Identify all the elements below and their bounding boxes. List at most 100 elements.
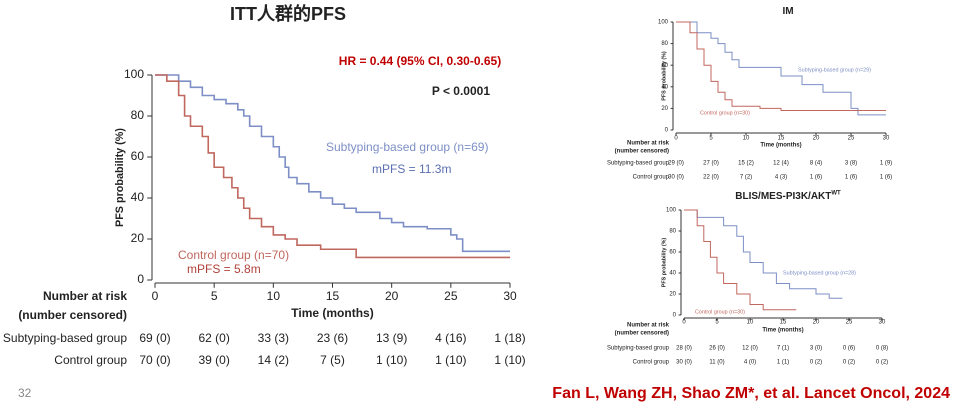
risk-value: 12 (0) [742, 346, 758, 352]
x-tick-label: 0 [152, 289, 159, 303]
y-tick-label: 100 [124, 67, 144, 81]
x-tick-label: 15 [326, 289, 340, 303]
risk-table-title: Number at risk [43, 289, 127, 303]
risk-value: 26 (0) [709, 346, 725, 352]
x-tick-label: 10 [747, 320, 754, 326]
y-tick-label: 0 [673, 313, 677, 319]
x-tick-label: 5 [709, 136, 713, 142]
risk-value: 14 (2) [258, 353, 289, 367]
risk-value: 69 (0) [139, 331, 170, 345]
chart-title-main: BLIS/MES-PI3K/AKT [735, 191, 831, 202]
risk-row-label: Subtyping-based group [607, 161, 670, 167]
x-tick-label: 25 [848, 136, 855, 142]
risk-value: 33 (3) [258, 331, 289, 345]
risk-value: 8 (4) [810, 161, 822, 167]
risk-row-label: Control group [633, 360, 670, 366]
x-tick-label: 15 [780, 320, 787, 326]
survival-curve [676, 21, 886, 112]
chart-title-superscript: WT [831, 190, 841, 196]
x-tick-label: 5 [715, 320, 719, 326]
annotation: mPFS = 5.8m [187, 262, 261, 276]
series-label: Subtyping-based group (n=69) [326, 140, 488, 154]
x-tick-label: 0 [682, 320, 686, 326]
risk-value: 1 (10) [376, 353, 407, 367]
risk-table-subtitle: (number censored) [18, 308, 127, 322]
y-tick-label: 60 [669, 250, 676, 256]
x-tick-label: 15 [778, 136, 785, 142]
risk-row-label: Control group [633, 175, 670, 181]
chart-title: BLIS/MES-PI3K/AKTWT [735, 190, 841, 202]
y-tick-label: 60 [131, 149, 145, 163]
x-tick-label: 10 [743, 136, 750, 142]
risk-value: 7 (2) [740, 175, 752, 181]
risk-value: 3 (0) [810, 346, 822, 352]
risk-value: 4 (0) [744, 360, 756, 366]
x-tick-label: 20 [813, 320, 820, 326]
series-label: Subtyping-based group (n=29) [798, 67, 871, 73]
risk-value: 1 (10) [494, 353, 525, 367]
x-tick-label: 5 [211, 289, 218, 303]
risk-row-label: Control group [54, 353, 127, 367]
y-tick-label: 20 [131, 231, 145, 245]
risk-value: 28 (0) [676, 346, 692, 352]
y-axis-label: PFS probability (%) [661, 51, 667, 101]
risk-table-title: Number at risk [627, 323, 670, 329]
page-number: 32 [18, 386, 32, 400]
series-label: Control group (n=30) [695, 309, 745, 315]
series-label: Subtyping-based group (n=28) [783, 270, 856, 276]
series-label: Control group (n=30) [700, 110, 750, 116]
y-tick-label: 80 [661, 41, 668, 47]
risk-table-title: Number at risk [627, 141, 670, 147]
y-tick-label: 20 [669, 292, 676, 298]
risk-value: 1 (6) [810, 175, 822, 181]
risk-value: 30 (0) [668, 175, 684, 181]
x-tick-label: 30 [503, 289, 517, 303]
survival-curve [684, 209, 797, 311]
risk-value: 1 (9) [880, 161, 892, 167]
x-tick-label: 30 [879, 320, 886, 326]
annotation: HR = 0.44 (95% CI, 0.30-0.65) [339, 54, 501, 68]
risk-value: 0 (2) [810, 360, 822, 366]
risk-value: 4 (16) [435, 331, 466, 345]
survival-curve [155, 74, 510, 259]
annotation: P < 0.0001 [432, 84, 490, 98]
risk-table-subtitle: (number censored) [615, 331, 669, 337]
y-tick-label: 100 [658, 20, 669, 26]
risk-value: 3 (8) [845, 161, 857, 167]
x-tick-label: 25 [444, 289, 458, 303]
series-label: Control group (n=70) [178, 248, 289, 262]
risk-row-label: Subtyping-based group [3, 331, 127, 345]
survival-curve [684, 209, 843, 299]
x-tick-label: 20 [385, 289, 399, 303]
chart-title-main: IM [782, 6, 793, 17]
risk-value: 0 (2) [876, 360, 888, 366]
y-axis-label: PFS probability (%) [114, 128, 126, 227]
x-axis-label: Time (months) [760, 143, 801, 149]
risk-value: 70 (0) [139, 353, 170, 367]
risk-value: 27 (0) [703, 161, 719, 167]
risk-value: 0 (6) [843, 346, 855, 352]
citation: Fan L, Wang ZH, Shao ZM*, et al. Lancet … [552, 385, 950, 402]
x-tick-label: 0 [674, 136, 678, 142]
chart-title: IM [782, 6, 793, 17]
risk-value: 22 (0) [703, 175, 719, 181]
y-tick-label: 60 [661, 63, 668, 69]
y-tick-label: 0 [665, 128, 669, 134]
risk-value: 13 (9) [376, 331, 407, 345]
x-tick-label: 25 [846, 320, 853, 326]
risk-value: 12 (4) [773, 161, 789, 167]
risk-value: 1 (6) [845, 175, 857, 181]
y-tick-label: 80 [669, 229, 676, 235]
risk-row-label: Subtyping-based group [607, 346, 670, 352]
risk-value: 30 (0) [676, 360, 692, 366]
risk-value: 11 (0) [709, 360, 724, 366]
x-tick-label: 20 [813, 136, 820, 142]
annotation: mPFS = 11.3m [372, 162, 451, 176]
chart-title: ITT人群的PFS [230, 3, 346, 24]
x-tick-label: 10 [267, 289, 281, 303]
risk-value: 4 (3) [775, 175, 787, 181]
y-tick-label: 80 [131, 108, 145, 122]
risk-value: 1 (6) [880, 175, 892, 181]
survival-curve [155, 74, 510, 253]
